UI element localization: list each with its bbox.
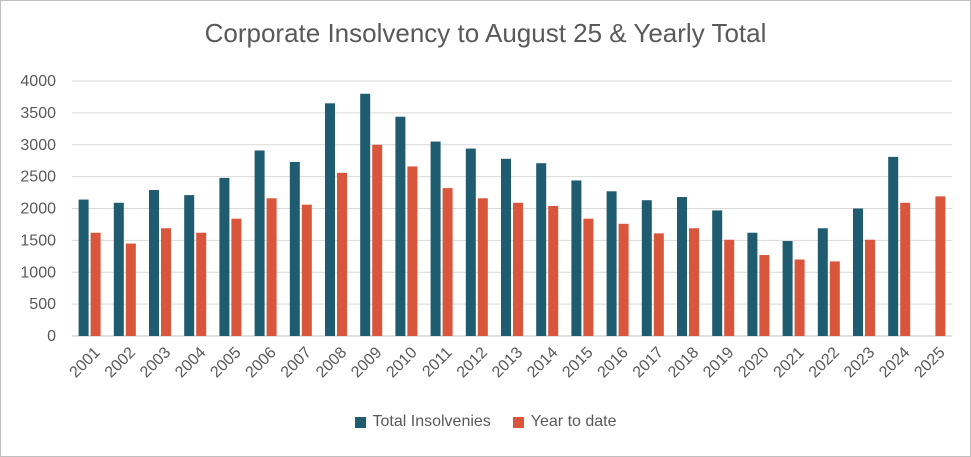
bar-total-2008 <box>325 103 335 336</box>
bar-total-2022 <box>817 228 828 336</box>
bar-total-2005 <box>219 177 230 336</box>
bar-ytd-2009 <box>372 144 383 336</box>
y-tick-label: 3000 <box>20 137 56 154</box>
bar-total-2003 <box>149 190 159 336</box>
x-tick-label: 2004 <box>172 344 209 381</box>
y-tick-label: 4000 <box>20 73 56 90</box>
bar-total-2018 <box>677 197 687 336</box>
x-tick-label: 2021 <box>771 344 808 381</box>
y-tick-label: 1000 <box>20 264 56 281</box>
bar-ytd-2002 <box>125 243 136 336</box>
x-axis-labels: 2001200220032004200520062007200820092010… <box>67 344 949 381</box>
bar-total-2024 <box>888 156 899 336</box>
bar-ytd-2025 <box>935 196 946 336</box>
x-tick-label: 2015 <box>559 344 596 381</box>
x-tick-label: 2023 <box>841 344 878 381</box>
x-tick-label: 2024 <box>876 344 913 381</box>
x-tick-label: 2020 <box>735 344 772 381</box>
bar-ytd-2011 <box>442 188 453 336</box>
bar-ytd-2019 <box>724 239 735 336</box>
bar-total-2001 <box>78 199 89 336</box>
y-tick-label: 500 <box>29 296 56 313</box>
y-axis-labels: 0 500 1000 1500 2000 2500 3000 3500 4000 <box>20 73 56 345</box>
bar-ytd-2005 <box>231 218 242 336</box>
bar-ytd-2017 <box>653 233 664 336</box>
bar-total-2020 <box>747 232 758 336</box>
bar-total-2014 <box>536 163 547 336</box>
legend-label-total: Total Insolvenies <box>372 413 491 430</box>
chart-title: Corporate Insolvency to August 25 & Year… <box>204 18 767 48</box>
bar-total-2023 <box>853 208 863 336</box>
bar-ytd-2012 <box>477 198 488 336</box>
x-tick-label: 2002 <box>102 344 139 381</box>
bar-total-2011 <box>430 141 441 336</box>
bar-total-2021 <box>782 241 793 336</box>
x-tick-label: 2014 <box>524 344 561 381</box>
legend-swatch-ytd <box>512 416 524 428</box>
legend-swatch-total <box>354 416 366 428</box>
bar-total-2012 <box>465 148 476 336</box>
y-tick-label: 2500 <box>20 169 56 186</box>
gridlines <box>72 80 952 337</box>
bar-total-2017 <box>641 200 652 336</box>
y-tick-label: 2000 <box>20 201 56 218</box>
x-tick-label: 2005 <box>207 344 244 381</box>
x-tick-label: 2009 <box>348 344 385 381</box>
bar-total-2015 <box>571 180 582 336</box>
bar-ytd-2010 <box>407 166 418 336</box>
bar-ytd-2021 <box>794 259 805 336</box>
bar-total-2009 <box>360 93 371 336</box>
bar-total-2016 <box>606 191 617 336</box>
bar-ytd-2008 <box>337 172 347 336</box>
x-tick-label: 2001 <box>67 344 104 381</box>
x-tick-label: 2007 <box>278 344 315 381</box>
x-tick-label: 2018 <box>665 344 702 381</box>
bar-ytd-2003 <box>161 228 171 336</box>
x-tick-label: 2012 <box>454 344 491 381</box>
bar-ytd-2006 <box>266 198 277 336</box>
x-tick-label: 2017 <box>630 344 667 381</box>
bar-ytd-2014 <box>548 205 559 336</box>
x-tick-label: 2025 <box>911 344 948 381</box>
x-tick-label: 2010 <box>383 344 420 381</box>
legend: Total Insolvenies Year to date <box>0 413 971 431</box>
bar-ytd-2013 <box>513 202 523 336</box>
bar-total-2004 <box>184 195 195 336</box>
legend-item-ytd: Year to date <box>512 413 617 431</box>
bar-ytd-2022 <box>829 261 840 336</box>
y-tick-label: 0 <box>47 328 56 345</box>
y-tick-label: 3500 <box>20 105 56 122</box>
bar-ytd-2024 <box>900 202 911 336</box>
bar-ytd-2016 <box>618 223 629 336</box>
bar-ytd-2020 <box>759 255 770 336</box>
x-tick-label: 2022 <box>806 344 843 381</box>
bar-ytd-2004 <box>196 232 207 336</box>
bar-total-2006 <box>254 150 265 336</box>
bars <box>78 93 946 336</box>
bar-ytd-2023 <box>865 239 875 336</box>
bar-ytd-2018 <box>689 228 699 336</box>
bar-ytd-2007 <box>301 204 312 336</box>
x-tick-label: 2019 <box>700 344 737 381</box>
bar-total-2010 <box>395 116 406 336</box>
x-tick-label: 2013 <box>489 344 526 381</box>
bar-ytd-2015 <box>583 218 594 336</box>
x-tick-label: 2016 <box>595 344 632 381</box>
y-tick-label: 1500 <box>20 232 56 249</box>
bar-total-2007 <box>289 161 300 336</box>
x-tick-label: 2006 <box>243 344 280 381</box>
bar-total-2019 <box>712 210 723 336</box>
bar-total-2013 <box>501 158 511 336</box>
x-tick-label: 2003 <box>137 344 174 381</box>
legend-label-ytd: Year to date <box>530 413 617 430</box>
legend-item-total: Total Insolvenies <box>354 413 491 431</box>
bar-ytd-2001 <box>90 232 101 336</box>
x-tick-label: 2011 <box>419 344 455 380</box>
x-tick-label: 2008 <box>313 344 350 381</box>
bar-total-2002 <box>113 202 124 336</box>
